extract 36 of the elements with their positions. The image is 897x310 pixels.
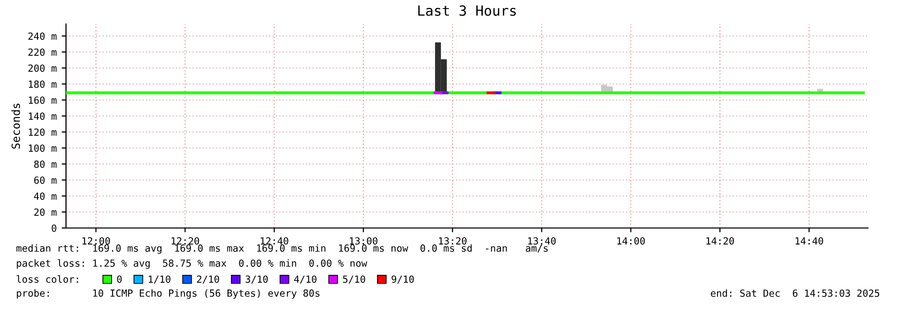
y-tick-label: 40 m	[34, 192, 57, 200]
text: packet loss: 1.25 % avg 58.75 % max 0.00 % min 0.00 % now	[16, 259, 368, 269]
x-tick-label: 13:00	[350, 237, 378, 245]
y-tick-label: 0	[52, 224, 56, 232]
y-tick-label: 200 m	[28, 64, 57, 72]
x-tick-label: 12:40	[260, 237, 288, 245]
y-tick-label: 20 m	[34, 208, 57, 216]
text: probe: 10 ICMP Echo Pings (56 Bytes) every 80s	[16, 289, 320, 299]
legend-title: loss color:	[16, 275, 78, 283]
x-tick-label: 12:00	[82, 237, 110, 245]
text: median rtt: 169.0 ms avg 169.0 ms max 169.0 ms min 169.0 ms now 0.0 ms sd -nan am/s	[16, 244, 548, 254]
y-tick-label: 180 m	[28, 80, 57, 88]
y-tick-label: 120 m	[28, 128, 57, 136]
legend-label: 5/10	[343, 275, 366, 284]
legend-label: 4/10	[294, 275, 316, 284]
x-tick-label: 13:20	[439, 237, 467, 245]
x-tick-label: 14:20	[706, 237, 734, 245]
y-tick-label: 140 m	[28, 112, 57, 120]
chart-title: Last 3 Hours	[418, 5, 516, 16]
y-axis-title: Seconds	[11, 104, 20, 149]
x-tick-label: 14:00	[617, 237, 645, 245]
x-tick-label: 12:20	[172, 237, 200, 245]
y-tick-label: 240 m	[28, 32, 57, 40]
legend-label: 1/10	[148, 275, 170, 284]
text: end: Sat Dec 6 14:53:03 2025	[710, 289, 880, 297]
x-tick-label: 14:40	[796, 237, 824, 245]
y-tick-label: 100 m	[28, 144, 57, 152]
legend-label: 0	[117, 275, 122, 283]
y-tick-label: 220 m	[28, 48, 57, 56]
legend-label: 2/10	[197, 275, 220, 284]
x-tick-label: 13:40	[528, 237, 556, 245]
y-tick-label: 80 m	[34, 160, 57, 168]
legend-label: 3/10	[246, 275, 268, 284]
y-tick-label: 160 m	[28, 96, 57, 104]
legend-label: 9/10	[392, 275, 414, 284]
y-tick-label: 60 m	[34, 176, 57, 184]
